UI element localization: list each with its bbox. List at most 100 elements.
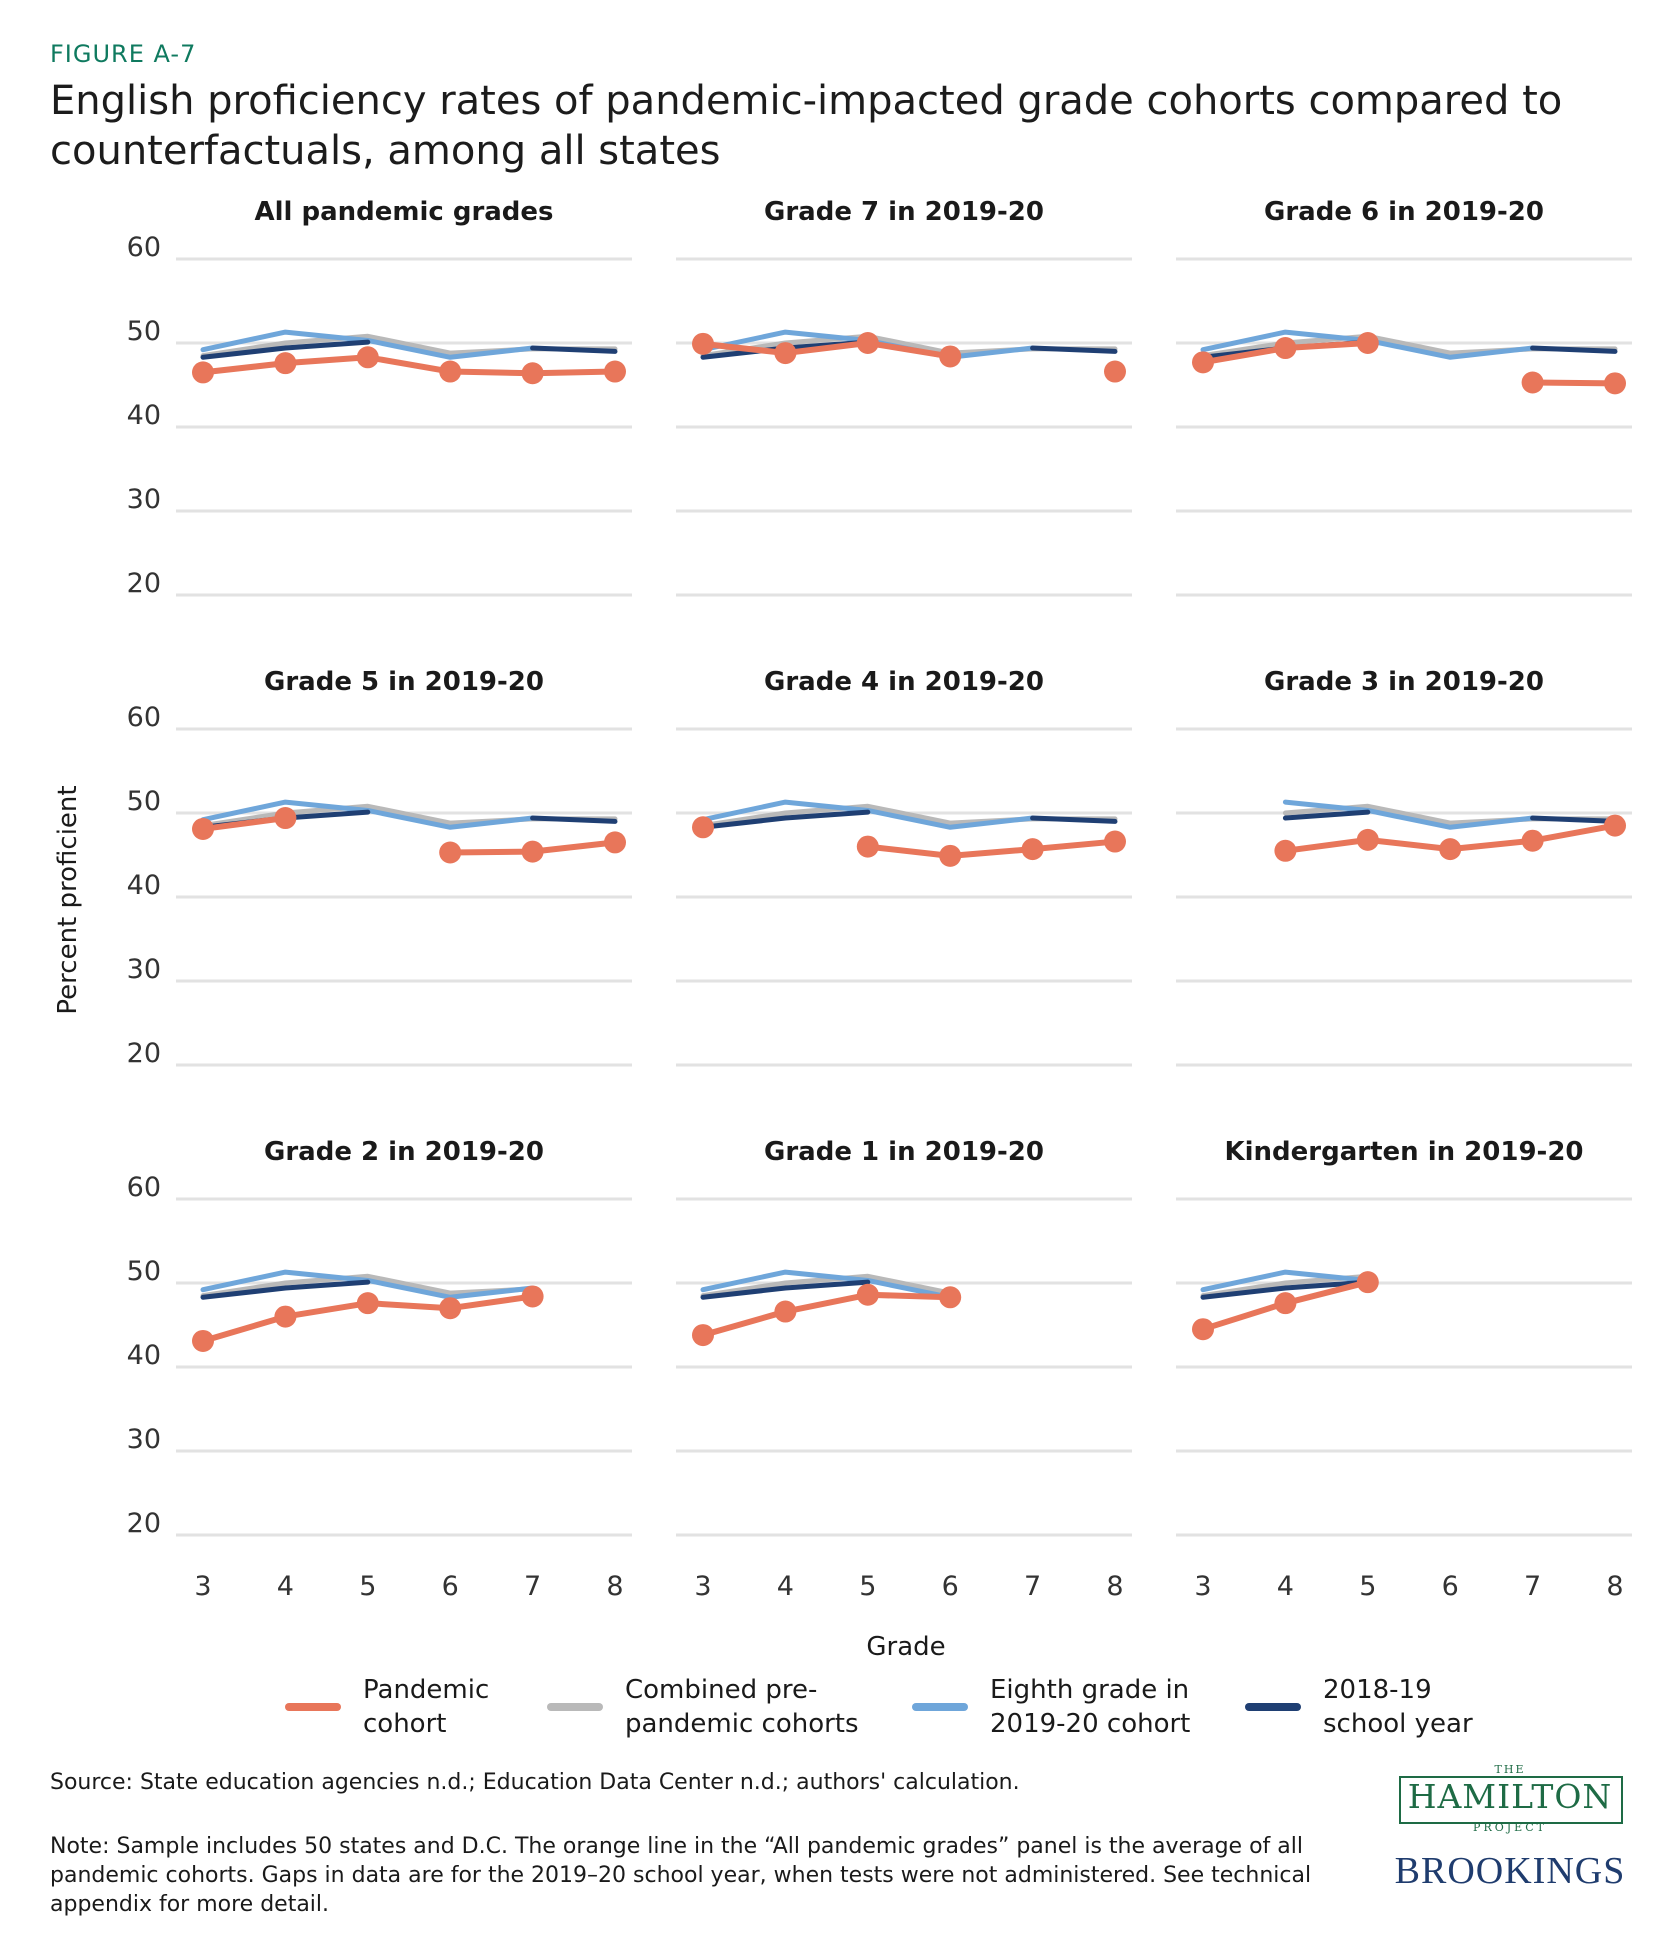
pandemic-cohort-point bbox=[774, 342, 797, 365]
legend-swatch-eighth-grade-cohort bbox=[912, 1703, 968, 1711]
logo-brookings-text: BROOKINGS bbox=[1394, 1850, 1626, 1892]
x-tick-label: 5 bbox=[859, 1571, 876, 1602]
panel-0: All pandemic grades 20 30 40 50 60 bbox=[127, 197, 632, 599]
legend-label-eighth-grade-cohort: Eighth grade in 2019-20 cohort bbox=[990, 1675, 1191, 1739]
legend-item-eighth-grade-cohort: Eighth grade in 2019-20 cohort bbox=[912, 1673, 1190, 1741]
y-tick-label: 50 bbox=[127, 316, 161, 347]
pandemic-cohort-line bbox=[200, 354, 618, 377]
y-tick-label: 20 bbox=[127, 1038, 161, 1069]
y-axis-label: Percent proficient bbox=[53, 785, 83, 1014]
pandemic-cohort-line bbox=[700, 1291, 954, 1339]
y-tick-label: 20 bbox=[127, 1508, 161, 1539]
y-tick-label: 40 bbox=[127, 870, 161, 901]
legend-item-combined-pre-pandemic: Combined pre- pandemic cohorts bbox=[547, 1673, 859, 1741]
pandemic-cohort-point bbox=[1021, 838, 1044, 861]
x-tick-label: 7 bbox=[524, 1571, 541, 1602]
y-tick-label: 50 bbox=[127, 1256, 161, 1287]
logo-hamilton-text: HAMILTON bbox=[1407, 1777, 1613, 1816]
pandemic-cohort-point bbox=[192, 817, 214, 840]
y-tick-label: 30 bbox=[127, 484, 161, 515]
reference-line bbox=[1200, 1269, 1371, 1293]
legend-label-2018-19-school-year: 2018-19 school year bbox=[1323, 1675, 1473, 1739]
pandemic-cohort-line bbox=[700, 340, 954, 360]
x-tick-label: 7 bbox=[1024, 1571, 1041, 1602]
pandemic-cohort-point bbox=[192, 1329, 214, 1352]
pandemic-cohort-line bbox=[864, 838, 1118, 859]
pandemic-cohort-point bbox=[692, 816, 714, 839]
panel-5: Grade 3 in 2019-20 bbox=[1176, 667, 1632, 1067]
y-tick-label: 20 bbox=[127, 568, 161, 599]
x-tick-label: 7 bbox=[1524, 1571, 1541, 1602]
pandemic-cohort-point bbox=[1192, 1318, 1214, 1341]
pandemic-cohort-point bbox=[856, 835, 879, 858]
panel-6: Grade 2 in 2019-20 20 30 40 50 60 3 4 5 6 7 8 bbox=[127, 1137, 632, 1602]
reference-line bbox=[200, 339, 371, 360]
reference-line bbox=[530, 345, 618, 354]
legend-label-pandemic-cohort: Pandemic cohort bbox=[363, 1675, 490, 1739]
reference-line bbox=[700, 1279, 871, 1300]
source-note: Source: State education agencies n.d.; E… bbox=[50, 1770, 1020, 1795]
pandemic-cohort-point bbox=[1274, 1292, 1297, 1315]
y-tick-label: 60 bbox=[127, 702, 161, 733]
y-tick-label: 50 bbox=[127, 786, 161, 817]
logo-project-text: PROJECT bbox=[1473, 1821, 1547, 1834]
x-tick-label: 6 bbox=[942, 1571, 959, 1602]
pandemic-cohort-point bbox=[939, 844, 962, 867]
legend-swatch-combined-pre-pandemic bbox=[547, 1703, 603, 1711]
panel-4: Grade 4 in 2019-20 bbox=[676, 667, 1132, 1067]
pandemic-cohort-point bbox=[1274, 839, 1297, 862]
x-tick-label: 8 bbox=[1106, 1571, 1123, 1602]
reference-line bbox=[530, 815, 618, 824]
reference-line bbox=[700, 809, 871, 830]
pandemic-cohort-point bbox=[1274, 337, 1297, 360]
panel-title: Grade 2 in 2019-20 bbox=[264, 1137, 544, 1167]
pandemic-cohort-point bbox=[939, 345, 962, 368]
reference-line bbox=[1530, 345, 1618, 354]
pandemic-cohort-point bbox=[521, 1285, 544, 1308]
logo-the-text: THE bbox=[1494, 1763, 1526, 1776]
pandemic-cohort-point bbox=[604, 360, 626, 383]
pandemic-cohort-point bbox=[856, 1283, 879, 1306]
y-tick-label: 40 bbox=[127, 1340, 161, 1371]
panel-title: Grade 1 in 2019-20 bbox=[764, 1137, 1044, 1167]
legend-item-pandemic-cohort: Pandemic cohort bbox=[285, 1673, 489, 1741]
pandemic-cohort-point bbox=[939, 1286, 962, 1309]
legend-item-2018-19-school-year: 2018-19 school year bbox=[1245, 1673, 1473, 1741]
legend: Pandemic cohort Combined pre- pandemic c… bbox=[0, 1673, 1680, 1753]
pandemic-cohort-point bbox=[692, 332, 714, 355]
pandemic-cohort-point bbox=[1439, 838, 1462, 861]
pandemic-cohort-point bbox=[439, 360, 462, 383]
panel-3: Grade 5 in 2019-20 20 30 40 50 60 bbox=[127, 667, 632, 1069]
panel-title: Grade 5 in 2019-20 bbox=[264, 667, 544, 697]
pandemic-cohort-point bbox=[274, 807, 297, 830]
pandemic-cohort-point bbox=[274, 352, 297, 375]
reference-line bbox=[1030, 345, 1118, 354]
legend-label-combined-pre-pandemic: Combined pre- pandemic cohorts bbox=[625, 1675, 859, 1739]
pandemic-cohort-point bbox=[692, 1324, 714, 1347]
pandemic-cohort-point bbox=[604, 831, 626, 854]
pandemic-cohort-point bbox=[1192, 351, 1214, 374]
panel-7: Grade 1 in 2019-20 3 4 5 6 7 8 bbox=[676, 1137, 1132, 1602]
hamilton-brookings-logo: THE HAMILTON PROJECT BROOKINGS bbox=[1385, 1763, 1635, 1913]
reference-line bbox=[1530, 815, 1618, 824]
pandemic-cohort-point bbox=[1104, 830, 1126, 853]
y-tick-label: 30 bbox=[127, 954, 161, 985]
x-tick-label: 6 bbox=[442, 1571, 459, 1602]
y-tick-label: 40 bbox=[127, 400, 161, 431]
reference-line bbox=[200, 1273, 536, 1299]
reference-line bbox=[700, 1273, 953, 1299]
pandemic-cohort-point bbox=[439, 841, 462, 864]
x-tick-label: 6 bbox=[1442, 1571, 1459, 1602]
pandemic-cohort-point bbox=[1521, 371, 1544, 394]
panel-title: Grade 7 in 2019-20 bbox=[764, 197, 1044, 227]
panel-title: Kindergarten in 2019-20 bbox=[1224, 1137, 1583, 1167]
panel-title: All pandemic grades bbox=[254, 197, 553, 227]
reference-line bbox=[1200, 1279, 1371, 1300]
pandemic-cohort-line bbox=[1529, 379, 1618, 387]
pandemic-cohort-point bbox=[521, 840, 544, 863]
pandemic-cohort-point bbox=[1604, 814, 1626, 837]
x-tick-label: 8 bbox=[1606, 1571, 1623, 1602]
pandemic-cohort-point bbox=[521, 362, 544, 385]
pandemic-cohort-point bbox=[856, 332, 879, 354]
x-tick-label: 3 bbox=[1194, 1571, 1211, 1602]
